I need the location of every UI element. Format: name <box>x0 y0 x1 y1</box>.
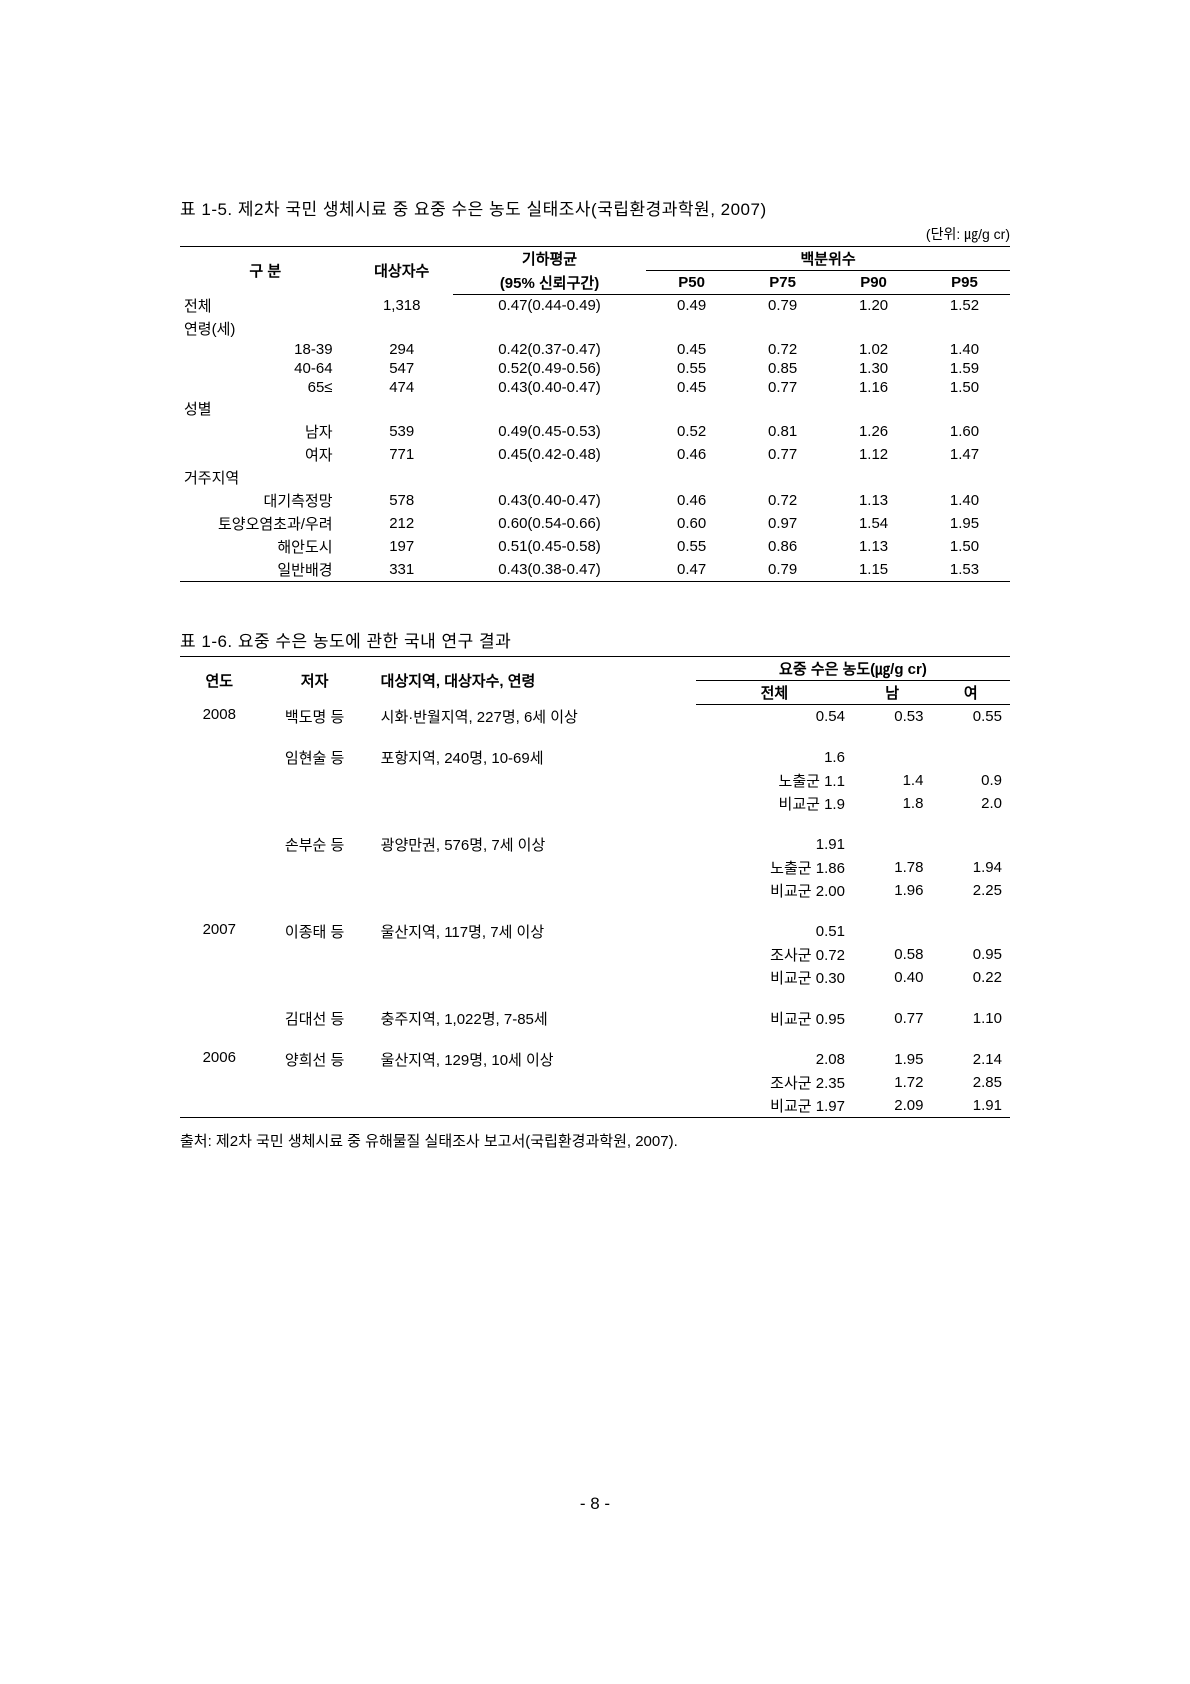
table-row: 임현술 등포항지역, 240명, 10-69세1.6 <box>180 746 1010 769</box>
table-row: 조사군 0.720.580.95 <box>180 943 1010 966</box>
table-row: 2007이종태 등울산지역, 117명, 7세 이상0.51 <box>180 920 1010 943</box>
table2: 연도 저자 대상지역, 대상자수, 연령 요중 수은 농도(㎍/g cr) 전체… <box>180 656 1010 1118</box>
table-row <box>180 815 1010 833</box>
table-row: 전체1,3180.47(0.44-0.49)0.490.791.201.52 <box>180 294 1010 317</box>
th-p75: P75 <box>737 271 828 295</box>
table-row: 조사군 2.351.722.85 <box>180 1071 1010 1094</box>
table-row: 여자7710.45(0.42-0.48)0.460.771.121.47 <box>180 443 1010 466</box>
table-row: 김대선 등충주지역, 1,022명, 7-85세비교군 0.950.771.10 <box>180 1007 1010 1030</box>
table1: 구 분 대상자수 기하평균 백분위수 (95% 신뢰구간) P50 P75 P9… <box>180 246 1010 582</box>
table-row: 남자5390.49(0.45-0.53)0.520.811.261.60 <box>180 420 1010 443</box>
table-row: 일반배경3310.43(0.38-0.47)0.470.791.151.53 <box>180 558 1010 582</box>
table-row: 성별 <box>180 397 1010 420</box>
table-row: 대기측정망5780.43(0.40-0.47)0.460.721.131.40 <box>180 489 1010 512</box>
table-row <box>180 902 1010 920</box>
table-row: 2006양희선 등울산지역, 129명, 10세 이상2.081.952.14 <box>180 1048 1010 1071</box>
th-conc: 요중 수은 농도(㎍/g cr) <box>696 657 1010 681</box>
table-row: 손부순 등광양만권, 576명, 7세 이상1.91 <box>180 833 1010 856</box>
table-row: 65≤4740.43(0.40-0.47)0.450.771.161.50 <box>180 378 1010 397</box>
table2-title: 표 1-6. 요중 수은 농도에 관한 국내 연구 결과 <box>180 627 1010 652</box>
th-total: 전체 <box>696 681 853 705</box>
table-row: 비교군 2.001.962.25 <box>180 879 1010 902</box>
table1-unit: (단위: ㎍/g cr) <box>180 224 1010 244</box>
th-p90: P90 <box>828 271 919 295</box>
th-n: 대상자수 <box>351 247 453 295</box>
table-row: 해안도시1970.51(0.45-0.58)0.550.861.131.50 <box>180 535 1010 558</box>
th-desc: 대상지역, 대상자수, 연령 <box>371 657 696 705</box>
table-row: 2008백도명 등시화·반월지역, 227명, 6세 이상0.540.530.5… <box>180 705 1010 728</box>
th-author: 저자 <box>259 657 371 705</box>
table1-title: 표 1-5. 제2차 국민 생체시료 중 요중 수은 농도 실태조사(국립환경과… <box>180 195 1010 220</box>
table-row: 비교군 0.300.400.22 <box>180 966 1010 989</box>
th-year: 연도 <box>180 657 259 705</box>
th-female: 여 <box>931 681 1010 705</box>
table-row: 비교군 1.91.82.0 <box>180 792 1010 815</box>
table-row <box>180 1030 1010 1048</box>
table-row: 연령(세) <box>180 317 1010 340</box>
th-p95: P95 <box>919 271 1010 295</box>
table-row: 40-645470.52(0.49-0.56)0.550.851.301.59 <box>180 359 1010 378</box>
table-row: 노출군 1.11.40.9 <box>180 769 1010 792</box>
page-number: - 8 - <box>0 1494 1190 1514</box>
th-geomean: 기하평균 <box>453 247 646 271</box>
table-row: 18-392940.42(0.37-0.47)0.450.721.021.40 <box>180 340 1010 359</box>
th-percentiles: 백분위수 <box>646 247 1010 271</box>
th-male: 남 <box>853 681 932 705</box>
th-ci: (95% 신뢰구간) <box>453 271 646 295</box>
table-row: 거주지역 <box>180 466 1010 489</box>
table2-source: 출처: 제2차 국민 생체시료 중 유해물질 실태조사 보고서(국립환경과학원,… <box>180 1130 1010 1151</box>
table-row: 노출군 1.861.781.94 <box>180 856 1010 879</box>
th-category: 구 분 <box>180 247 351 295</box>
th-p50: P50 <box>646 271 737 295</box>
table-row: 토양오염초과/우려2120.60(0.54-0.66)0.600.971.541… <box>180 512 1010 535</box>
table-row <box>180 989 1010 1007</box>
table-row: 비교군 1.972.091.91 <box>180 1094 1010 1118</box>
table-row <box>180 728 1010 746</box>
